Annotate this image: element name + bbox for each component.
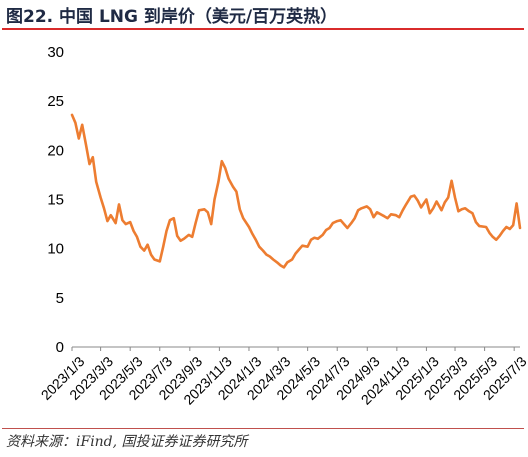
chart-title: 图22. 中国 LNG 到岸价（美元/百万英热） [6, 7, 338, 27]
source-note: 资料来源：iFind, 国投证券证券研究所 [6, 434, 248, 450]
series-line [70, 113, 522, 269]
y-tick-label: 0 [56, 339, 64, 356]
y-tick-label: 5 [56, 290, 64, 307]
y-tick-label: 20 [47, 142, 64, 159]
x-axis: 2023/1/32023/3/32023/5/32023/7/32023/9/3… [38, 346, 528, 408]
y-tick-label: 15 [47, 192, 64, 209]
y-axis: 0 5 10 15 20 25 30 [47, 44, 64, 356]
series-layer [70, 113, 522, 269]
y-tick-label: 30 [47, 44, 64, 61]
footer-divider [2, 428, 524, 429]
title-divider [2, 28, 524, 30]
y-tick-label: 25 [47, 93, 64, 110]
y-tick-label: 10 [47, 241, 64, 258]
